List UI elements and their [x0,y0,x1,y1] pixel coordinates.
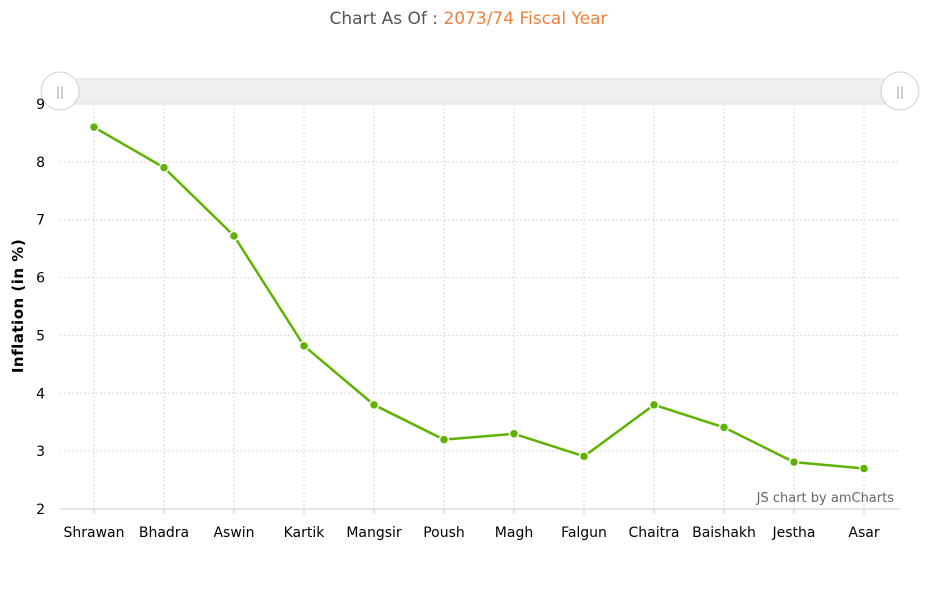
scrollbar-left-handle[interactable]: || [40,71,80,111]
data-point [858,463,870,474]
grip-lines-icon: || [896,85,904,99]
data-point [228,230,240,242]
x-tick-label: Bhadra [139,525,189,541]
x-tick-label: Shrawan [64,525,125,541]
y-tick-label: 6 [36,271,45,287]
y-tick-label: 8 [36,155,45,171]
y-axis-ticks: 2 3 4 5 6 7 8 9 [36,97,45,518]
chart-scrollbar[interactable]: || || [40,71,920,111]
x-tick-label: Falgun [561,525,607,541]
amcharts-credit-link[interactable]: JS chart by amCharts [756,491,895,506]
x-tick-label: Chaitra [629,525,680,541]
scrollbar-track[interactable] [59,78,901,105]
grid-lines [60,103,900,509]
data-point [158,162,170,173]
y-tick-label: 7 [36,213,45,229]
y-axis-label: Inflation (in %) [9,239,27,373]
data-point [648,399,660,411]
y-tick-label: 2 [36,502,45,518]
series-inflation [88,121,870,474]
x-tick-label: Aswin [213,525,254,541]
x-tick-label: Magh [495,525,533,541]
scrollbar-right-handle[interactable]: || [880,71,920,111]
y-tick-label: 3 [36,444,45,460]
y-tick-label: 9 [36,97,45,113]
data-point [368,399,380,411]
y-tick-label: 5 [36,328,45,344]
x-tick-label: Baishakh [692,525,756,541]
data-point [438,434,450,445]
grip-lines-icon: || [56,85,64,99]
x-tick-label: Poush [423,525,465,541]
x-tick-label: Jestha [772,525,816,541]
x-tick-label: Mangsir [346,525,402,541]
chart-header: Chart As Of : 2073/74 Fiscal Year [0,9,937,29]
data-point [508,428,520,440]
x-axis-ticks: Shrawan Bhadra Aswin Kartik Mangsir Poush Magh… [64,509,880,541]
data-point [788,456,800,468]
data-point [88,121,100,133]
chart-header-period: 2073/74 Fiscal Year [443,9,608,29]
data-point [298,340,310,352]
data-point [718,422,730,433]
x-tick-label: Asar [848,525,879,541]
data-point [578,451,590,462]
y-tick-label: 4 [36,386,45,402]
x-tick-label: Kartik [284,525,326,541]
series-line [93,126,865,470]
chart-header-prefix: Chart As Of : [329,9,444,29]
